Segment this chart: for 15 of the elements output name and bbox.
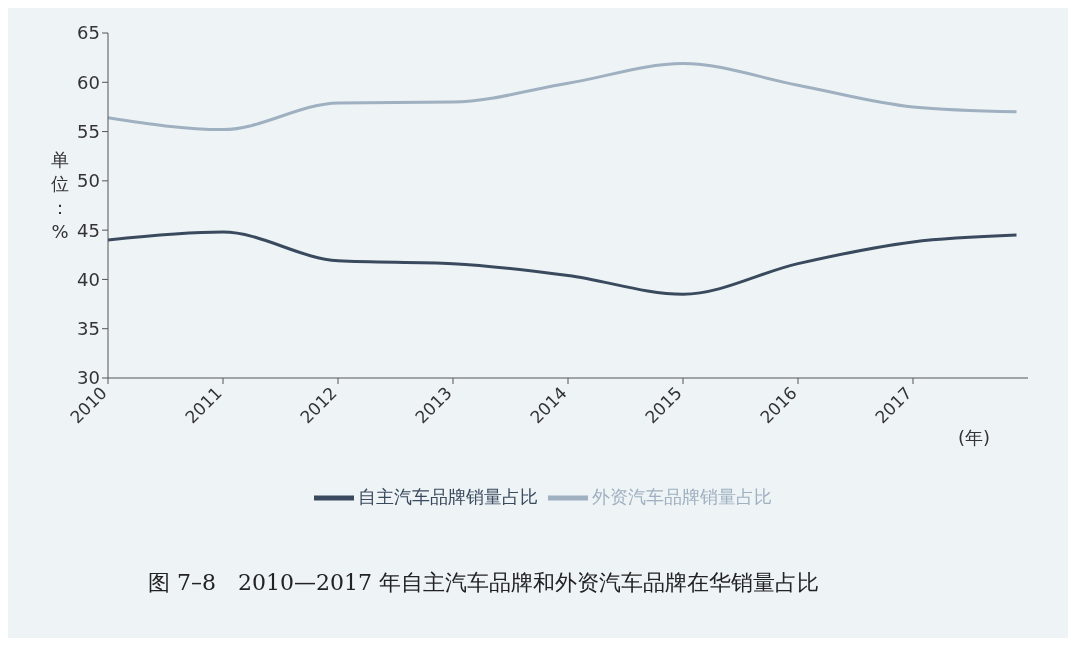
y-tick-label: 45 <box>77 219 100 241</box>
y-tick-label: 55 <box>77 120 100 142</box>
legend-label: 自主汽车品牌销量占比 <box>358 486 538 507</box>
y-tick-label: 50 <box>77 170 100 192</box>
text: 图 7–8 2010—2017 年自主汽车品牌和外资汽车品牌在华销量占比 <box>148 569 819 597</box>
y-tick-label: 40 <box>77 268 100 290</box>
y-tick-label: 30 <box>77 367 100 389</box>
y-tick-label: 65 <box>77 22 100 44</box>
y-axis-title: 单位：% <box>50 148 70 244</box>
line-series <box>108 62 1018 132</box>
y-tick-label: 35 <box>77 318 100 340</box>
y-tick-label: 60 <box>77 71 100 93</box>
x-axis-title: (年) <box>958 426 991 450</box>
legend-label: 外资汽车品牌销量占比 <box>592 486 772 507</box>
line-series <box>108 230 1018 296</box>
